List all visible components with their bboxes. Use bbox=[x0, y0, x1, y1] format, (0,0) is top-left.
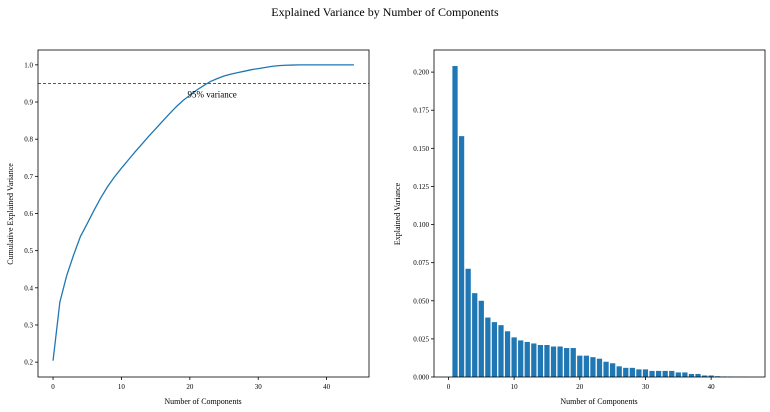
left-y-tick-label: 0.5 bbox=[24, 247, 33, 255]
right-y-tick-label: 0.025 bbox=[413, 335, 429, 343]
variance-bar bbox=[596, 358, 603, 377]
right-y-tick-label: 0.075 bbox=[413, 259, 429, 267]
left-x-axis-label: Number of Components bbox=[164, 397, 241, 406]
variance-bar bbox=[629, 367, 635, 377]
left-y-axis-label: Cumulative Explained Variance bbox=[6, 163, 15, 265]
variance-bar bbox=[708, 375, 714, 377]
left-y-tick-label: 0.6 bbox=[24, 210, 33, 218]
left-y-tick-label: 0.8 bbox=[24, 136, 33, 144]
variance-bar bbox=[524, 341, 530, 377]
left-y-tick-label: 0.3 bbox=[24, 321, 33, 329]
left-x-tick-label: 10 bbox=[118, 383, 126, 391]
right-y-axis-label: Explained Variance bbox=[393, 182, 402, 245]
variance-bar bbox=[583, 355, 589, 377]
left-x-tick-label: 0 bbox=[51, 383, 55, 391]
right-y-tick-label: 0.100 bbox=[413, 221, 429, 229]
chart-layer: 0 10 20 30 40 0.000 0.025 0.050 0.075 0.100 0.125 0… bbox=[413, 49, 766, 391]
left-y-tick-label: 0.2 bbox=[24, 359, 33, 367]
variance-bar bbox=[669, 370, 675, 377]
variance-bar bbox=[537, 344, 544, 377]
variance-bar bbox=[550, 346, 557, 377]
variance-bar bbox=[564, 348, 570, 377]
cumulative-variance-line bbox=[52, 64, 354, 361]
variance-bar bbox=[649, 370, 655, 377]
variance-bar bbox=[452, 66, 458, 378]
variance-bar bbox=[472, 293, 478, 377]
variance-bar bbox=[557, 346, 563, 377]
right-y-tick-label: 0.000 bbox=[413, 374, 429, 382]
variance-bar bbox=[544, 344, 550, 377]
variance-bar bbox=[590, 357, 596, 377]
figure-title: Explained Variance by Number of Componen… bbox=[271, 5, 499, 19]
variance-bar bbox=[577, 355, 583, 377]
variance-threshold-annotation: 95% variance bbox=[188, 90, 237, 100]
variance-bar bbox=[465, 268, 471, 377]
right-x-tick-label: 0 bbox=[447, 383, 451, 391]
variance-bar bbox=[485, 317, 491, 377]
variance-bar bbox=[662, 370, 668, 377]
left-y-tick-label: 0.4 bbox=[24, 284, 33, 292]
variance-bar bbox=[570, 348, 576, 377]
variance-bar bbox=[610, 363, 616, 377]
right-y-tick-label: 0.125 bbox=[413, 183, 429, 191]
left-x-tick-label: 20 bbox=[186, 383, 194, 391]
variance-bar bbox=[701, 375, 708, 377]
variance-bar bbox=[655, 370, 662, 377]
variance-bar bbox=[642, 369, 649, 377]
right-y-tick-label: 0.200 bbox=[413, 69, 429, 77]
left-y-tick-label: 0.7 bbox=[24, 173, 33, 181]
variance-bar bbox=[518, 340, 524, 377]
left-x-tick-label: 30 bbox=[255, 383, 263, 391]
right-x-tick-label: 20 bbox=[576, 383, 584, 391]
variance-bar bbox=[458, 136, 465, 377]
right-x-tick-label: 30 bbox=[642, 383, 650, 391]
variance-bar bbox=[603, 361, 609, 377]
variance-bar bbox=[623, 367, 629, 377]
variance-bar bbox=[636, 369, 642, 377]
variance-bar bbox=[491, 322, 498, 377]
variance-bar bbox=[695, 373, 701, 377]
left-x-tick-label: 40 bbox=[323, 383, 331, 391]
variance-bar bbox=[531, 343, 537, 377]
variance-bar bbox=[682, 372, 688, 377]
chart-layer: 0 10 20 30 40 0.2 0.3 0.4 0.5 0.6 0.7 0.8 0.9 1.0 bbox=[24, 49, 370, 391]
variance-bar bbox=[511, 337, 517, 377]
right-x-axis-label: Number of Components bbox=[560, 397, 637, 406]
left-y-tick-label: 1.0 bbox=[24, 61, 33, 69]
variance-bar bbox=[675, 372, 681, 377]
right-y-tick-label: 0.150 bbox=[413, 145, 429, 153]
variance-bar bbox=[504, 331, 511, 377]
right-axes-frame bbox=[433, 49, 766, 378]
variance-bar bbox=[616, 366, 622, 377]
left-y-tick-label: 0.9 bbox=[24, 99, 33, 107]
variance-bar bbox=[478, 300, 484, 377]
variance-bar bbox=[498, 325, 504, 377]
right-x-tick-label: 10 bbox=[511, 383, 519, 391]
right-x-tick-label: 40 bbox=[708, 383, 716, 391]
right-y-tick-label: 0.050 bbox=[413, 297, 429, 305]
right-y-tick-label: 0.175 bbox=[413, 107, 429, 115]
variance-bar bbox=[688, 373, 695, 377]
